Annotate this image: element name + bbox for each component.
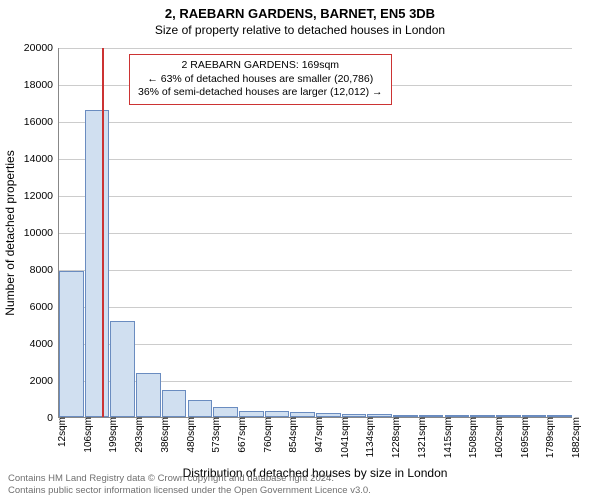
x-tick-label: 573sqm — [209, 417, 222, 453]
y-tick-label: 2000 — [30, 375, 59, 387]
x-tick-label: 293sqm — [132, 417, 145, 453]
x-tick-label: 1695sqm — [518, 417, 531, 458]
callout-line1: 2 RAEBARN GARDENS: 169sqm — [138, 59, 383, 73]
y-tick-label: 6000 — [30, 301, 59, 313]
x-tick-label: 106sqm — [81, 417, 94, 453]
gridline — [59, 344, 572, 345]
x-tick-label: 1508sqm — [466, 417, 479, 458]
x-tick-label: 1602sqm — [492, 417, 505, 458]
footer-attribution: Contains HM Land Registry data © Crown c… — [8, 473, 592, 496]
callout-line3: 36% of semi-detached houses are larger (… — [138, 86, 383, 100]
x-tick-label: 1228sqm — [389, 417, 402, 458]
x-tick-label: 947sqm — [312, 417, 325, 453]
gridline — [59, 159, 572, 160]
x-tick-label: 1415sqm — [441, 417, 454, 458]
y-axis-label: Number of detached properties — [3, 150, 17, 315]
y-tick-label: 10000 — [24, 227, 59, 239]
histogram-bar — [85, 110, 110, 417]
x-tick-label: 1321sqm — [415, 417, 428, 458]
x-tick-label: 1789sqm — [543, 417, 556, 458]
callout-box: 2 RAEBARN GARDENS: 169sqm← 63% of detach… — [129, 54, 392, 105]
footer-line1: Contains HM Land Registry data © Crown c… — [8, 473, 592, 484]
y-tick-label: 8000 — [30, 264, 59, 276]
x-tick-label: 1134sqm — [363, 417, 376, 457]
property-marker-line — [102, 48, 104, 417]
y-tick-label: 18000 — [24, 79, 59, 91]
gridline — [59, 196, 572, 197]
x-tick-label: 386sqm — [158, 417, 171, 453]
x-tick-label: 12sqm — [55, 417, 68, 447]
x-tick-label: 1882sqm — [569, 417, 582, 458]
gridline — [59, 48, 572, 49]
x-tick-label: 480sqm — [184, 417, 197, 453]
histogram-bar — [162, 390, 187, 417]
plot-area: 0200040006000800010000120001400016000180… — [58, 48, 572, 418]
x-tick-label: 667sqm — [235, 417, 248, 453]
x-tick-label: 1041sqm — [338, 417, 351, 458]
gridline — [59, 270, 572, 271]
gridline — [59, 233, 572, 234]
y-tick-label: 12000 — [24, 190, 59, 202]
y-tick-label: 20000 — [24, 42, 59, 54]
chart-area: 0200040006000800010000120001400016000180… — [58, 48, 572, 418]
x-tick-label: 854sqm — [286, 417, 299, 453]
chart-title: 2, RAEBARN GARDENS, BARNET, EN5 3DB — [0, 0, 600, 21]
x-tick-label: 760sqm — [261, 417, 274, 453]
histogram-bar — [213, 407, 238, 417]
y-tick-label: 4000 — [30, 338, 59, 350]
callout-line2: ← 63% of detached houses are smaller (20… — [138, 73, 383, 87]
chart-subtitle: Size of property relative to detached ho… — [0, 21, 600, 41]
histogram-bar — [188, 400, 213, 417]
y-tick-label: 14000 — [24, 153, 59, 165]
histogram-bar — [136, 373, 161, 417]
histogram-bar — [110, 321, 135, 417]
y-tick-label: 16000 — [24, 116, 59, 128]
histogram-bar — [59, 271, 84, 417]
gridline — [59, 307, 572, 308]
gridline — [59, 122, 572, 123]
x-tick-label: 199sqm — [106, 417, 119, 453]
footer-line2: Contains public sector information licen… — [8, 485, 592, 496]
